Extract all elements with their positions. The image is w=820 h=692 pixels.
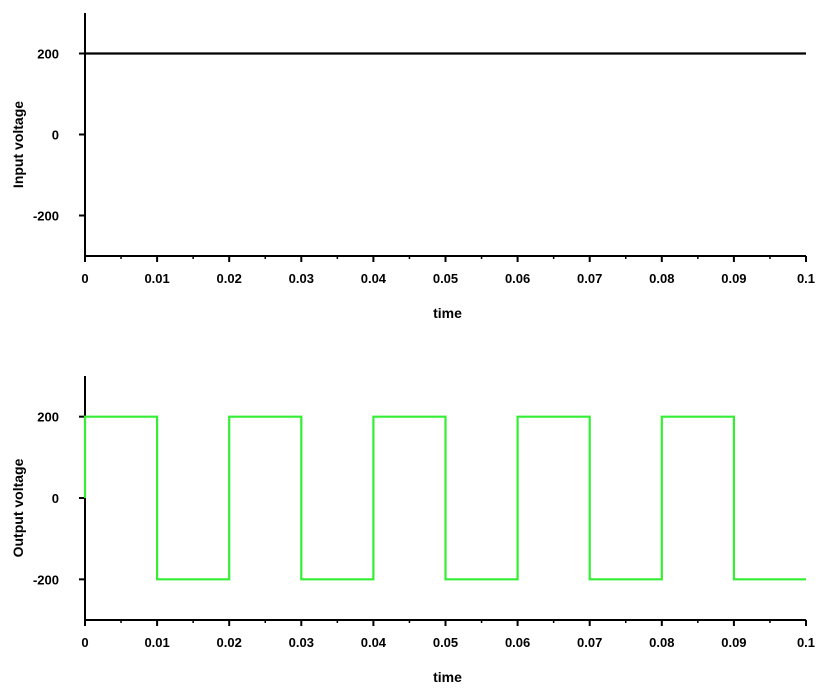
input-voltage-x-tick-label: 0.08 — [649, 271, 674, 286]
output-voltage-x-tick-label: 0.01 — [144, 635, 169, 650]
input-voltage-x-axis-label: time — [433, 305, 462, 321]
output-voltage-x-tick-label: 0 — [81, 635, 88, 650]
output-voltage-x-axis-label: time — [433, 669, 462, 685]
input-voltage-y-tick-label: -200 — [33, 209, 59, 224]
input-voltage-x-tick-label: 0.04 — [361, 271, 387, 286]
output-voltage-x-tick-label: 0.06 — [505, 635, 530, 650]
output-voltage-x-tick-label: 0.09 — [721, 635, 746, 650]
output-voltage-y-tick-label: -200 — [33, 572, 59, 587]
output-voltage-x-tick-label: 0.05 — [433, 635, 458, 650]
input-voltage-x-tick-label: 0.02 — [217, 271, 242, 286]
output-voltage-series-line — [83, 415, 806, 581]
output-voltage-x-tick-label: 0.04 — [361, 635, 387, 650]
input-voltage-y-axis-label: Input voltage — [10, 101, 26, 188]
input-voltage-x-tick-label: 0 — [81, 271, 88, 286]
output-voltage-y-tick-label: 0 — [52, 491, 59, 506]
output-voltage-y-tick-label: 200 — [37, 410, 59, 425]
input-voltage-x-tick-label: 0.09 — [721, 271, 746, 286]
output-voltage-x-tick-label: 0.1 — [797, 635, 815, 650]
output-voltage-panel: 0 0.01 0.02 0.03 0.04 0.05 0.06 0.07 0.08 0.09 0.1… — [10, 376, 815, 685]
output-voltage-x-tick-label: 0.03 — [289, 635, 314, 650]
output-voltage-y-axis-label: Output voltage — [10, 458, 26, 557]
input-voltage-x-tick-label: 0.06 — [505, 271, 530, 286]
input-voltage-y-tick-label: 0 — [52, 128, 59, 143]
output-voltage-x-tick-label: 0.07 — [577, 635, 602, 650]
input-voltage-x-tick-label: 0.07 — [577, 271, 602, 286]
output-voltage-x-tick-label: 0.08 — [649, 635, 674, 650]
input-voltage-x-tick-label: 0.03 — [289, 271, 314, 286]
input-voltage-y-tick-label: 200 — [37, 47, 59, 62]
input-voltage-x-tick-label: 0.1 — [797, 271, 815, 286]
input-voltage-panel: 0 0.01 0.02 0.03 0.04 0.05 0.06 0.07 0.08 0.09 0.1… — [10, 13, 815, 321]
output-voltage-x-tick-label: 0.02 — [217, 635, 242, 650]
input-voltage-x-tick-label: 0.05 — [433, 271, 458, 286]
input-voltage-x-tick-label: 0.01 — [144, 271, 169, 286]
